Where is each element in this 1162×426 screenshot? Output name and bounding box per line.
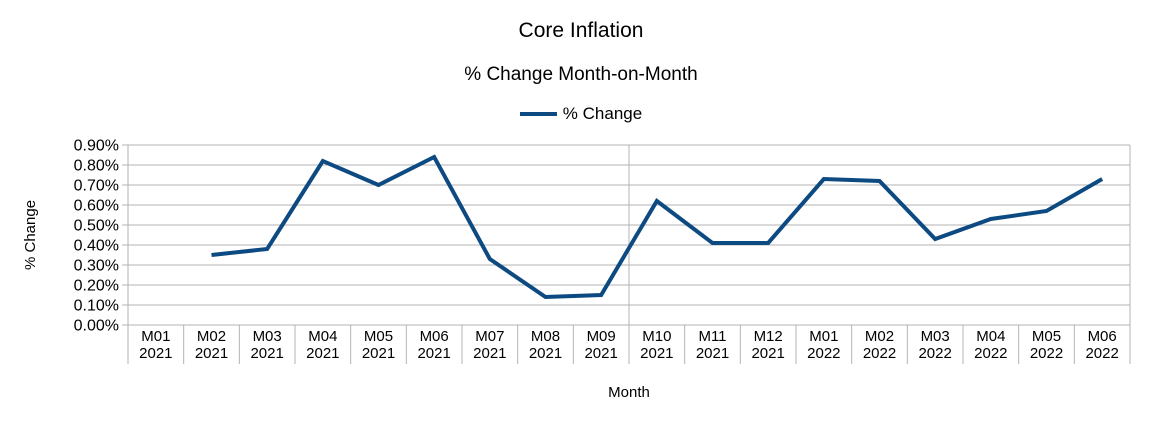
y-tick-label: 0.10% <box>74 298 119 315</box>
x-tick-label-month: M04 <box>976 328 1005 345</box>
x-tick-label-year: 2022 <box>1030 345 1063 362</box>
y-tick-label: 0.30% <box>74 258 119 275</box>
y-tick-label: 0.90% <box>74 138 119 155</box>
y-tick-label: 0.60% <box>74 198 119 215</box>
legend-label: % Change <box>562 104 643 123</box>
x-tick-label-year: 2022 <box>807 345 840 362</box>
x-tick-label-month: M03 <box>921 328 950 345</box>
x-tick-label-month: M10 <box>642 328 671 345</box>
x-tick-label-year: 2021 <box>640 345 673 362</box>
x-tick-label-month: M02 <box>197 328 226 345</box>
x-tick-label-month: M11 <box>698 328 726 345</box>
legend: % Change <box>0 104 1162 124</box>
x-tick-label-month: M04 <box>308 328 337 345</box>
y-tick-label: 0.40% <box>74 238 119 255</box>
y-tick-label: 0.80% <box>74 158 119 175</box>
chart-subtitle: % Change Month-on-Month <box>464 64 698 85</box>
x-tick-label-month: M08 <box>531 328 560 345</box>
x-axis-title: Month <box>608 384 650 401</box>
x-tick-label-month: M05 <box>1032 328 1061 345</box>
x-tick-label-year: 2022 <box>1085 345 1118 362</box>
y-axis-title: % Change <box>22 199 39 271</box>
series-line <box>211 154 1104 300</box>
x-tick-label-month: M09 <box>587 328 616 345</box>
x-tick-label-month: M01 <box>809 328 838 345</box>
x-tick-label-month: M06 <box>1088 328 1117 345</box>
x-tick-label-year: 2021 <box>250 345 283 362</box>
chart-title: Core Inflation <box>518 19 644 42</box>
x-tick-label-month: M12 <box>754 328 783 345</box>
x-tick-label-year: 2021 <box>306 345 339 362</box>
x-tick-label-month: M06 <box>420 328 449 345</box>
x-tick-label-year: 2022 <box>918 345 951 362</box>
x-tick-label-month: M02 <box>865 328 894 345</box>
x-tick-label-year: 2021 <box>139 345 172 362</box>
x-tick-label-year: 2022 <box>974 345 1007 362</box>
x-tick-label-year: 2021 <box>529 345 562 362</box>
x-tick-label-year: 2021 <box>417 345 450 362</box>
x-tick-label-year: 2021 <box>195 345 228 362</box>
x-tick-label-year: 2021 <box>696 345 729 362</box>
legend-line-swatch <box>519 112 557 116</box>
x-tick-label-month: M03 <box>253 328 282 345</box>
y-tick-label: 0.20% <box>74 278 119 295</box>
x-tick-label-year: 2022 <box>863 345 896 362</box>
y-tick-label: 0.00% <box>74 318 119 335</box>
x-tick-label-year: 2021 <box>473 345 506 362</box>
x-tick-label-year: 2021 <box>751 345 784 362</box>
x-tick-label-month: M05 <box>364 328 393 345</box>
x-tick-label-month: M07 <box>475 328 504 345</box>
y-tick-label: 0.70% <box>74 178 119 195</box>
x-tick-label-year: 2021 <box>584 345 617 362</box>
x-tick-label-month: M01 <box>141 328 170 345</box>
y-tick-label: 0.50% <box>74 218 119 235</box>
x-tick-label-year: 2021 <box>362 345 395 362</box>
